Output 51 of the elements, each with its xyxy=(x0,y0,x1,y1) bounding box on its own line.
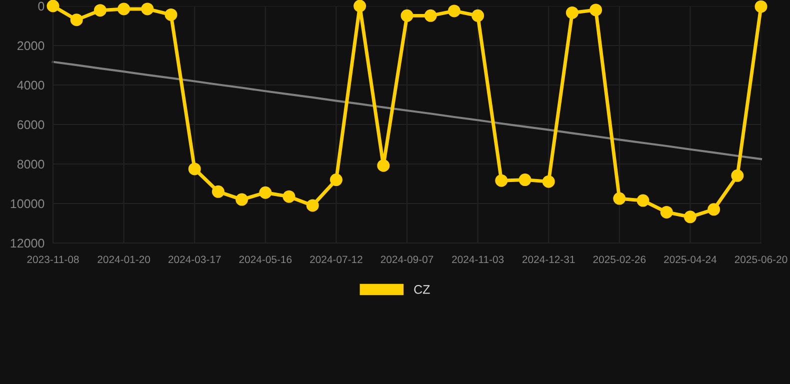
x-tick-label: 2025-04-24 xyxy=(664,256,717,264)
point xyxy=(684,210,696,224)
point xyxy=(518,174,532,186)
y-tick-label: 10000 xyxy=(10,199,44,208)
point xyxy=(708,203,720,216)
point xyxy=(400,9,414,22)
point xyxy=(70,14,83,26)
point xyxy=(377,159,390,172)
x-tick-label: 2024-09-07 xyxy=(380,256,434,264)
y-tick-label: 0 xyxy=(38,2,44,11)
point xyxy=(306,199,319,212)
x-tick-label: 2023-11-08 xyxy=(27,256,79,264)
point xyxy=(141,2,154,16)
point xyxy=(448,4,460,18)
x-tick-label: 2024-12-31 xyxy=(522,256,575,264)
point xyxy=(236,193,248,206)
x-tick-label: 2024-05-16 xyxy=(239,256,292,264)
y-tick-label: 4000 xyxy=(17,80,44,90)
point xyxy=(212,185,224,198)
x-tick-label: 2024-01-20 xyxy=(98,256,150,264)
point xyxy=(259,186,272,199)
line-series xyxy=(52,60,762,160)
point xyxy=(188,162,201,176)
point xyxy=(542,175,555,188)
y-tick-label: 6000 xyxy=(17,120,44,130)
point xyxy=(118,2,130,16)
point xyxy=(660,206,673,218)
y-tick-label: 2000 xyxy=(17,41,44,50)
point xyxy=(424,9,437,22)
x-tick-label: 2024-11-03 xyxy=(452,256,504,264)
x-tick-label: 2024-07-12 xyxy=(310,256,362,264)
x-tick-label: 2024-03-17 xyxy=(168,256,221,264)
point xyxy=(354,0,366,12)
point xyxy=(94,4,106,17)
legend-label: CZ xyxy=(414,285,430,294)
point xyxy=(282,190,296,203)
point xyxy=(731,169,744,182)
y-tick-label: 12000 xyxy=(10,238,44,248)
point xyxy=(754,0,768,13)
point xyxy=(590,4,602,16)
point xyxy=(566,6,578,19)
point xyxy=(330,174,342,186)
x-tick-label: 2025-06-20 xyxy=(734,256,788,264)
point xyxy=(495,174,508,187)
point xyxy=(164,8,178,21)
point xyxy=(613,192,626,205)
point xyxy=(472,9,484,22)
x-tick-label: 2025-02-26 xyxy=(593,256,646,264)
point xyxy=(46,0,60,12)
y-tick-label: 8000 xyxy=(17,160,44,169)
point xyxy=(636,194,650,207)
